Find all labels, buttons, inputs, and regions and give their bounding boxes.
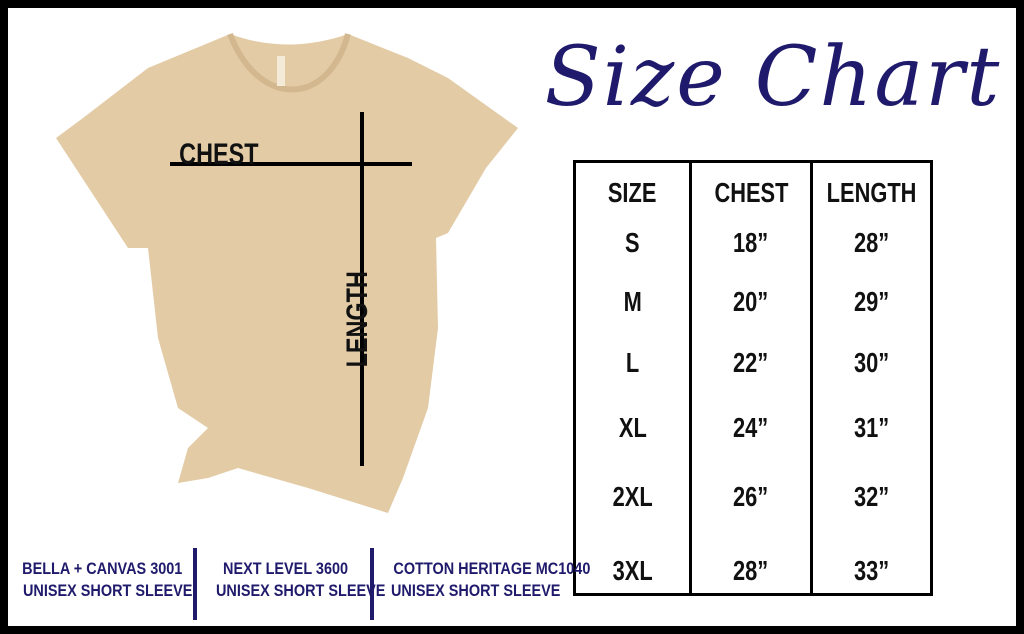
cell-size: S bbox=[576, 227, 689, 259]
brand-line2: UNISEX SHORT SLEEVE bbox=[215, 581, 386, 600]
cell-chest: 28” bbox=[692, 555, 810, 587]
cell-length: 33” bbox=[813, 555, 930, 587]
cell-chest: 24” bbox=[692, 412, 810, 444]
cell-size: 3XL bbox=[576, 555, 689, 587]
size-table: SIZE S M L XL 2XL 3XL CHEST 18” 20” 22” 24” 26” 28” … bbox=[573, 160, 933, 596]
cell-text: 33” bbox=[853, 555, 890, 586]
divider bbox=[370, 548, 374, 620]
length-column: LENGTH 28” 29” 30” 31” 32” 33” bbox=[813, 163, 930, 593]
cell-text: 26” bbox=[733, 481, 769, 512]
size-chart-canvas: CHEST LENGTH Size Chart SIZE S M L XL 2XL 3XL … bbox=[8, 8, 1016, 626]
header-text: LENGTH bbox=[826, 177, 917, 208]
brand-next-level: NEXT LEVEL 3600 UNISEX SHORT SLEEVE bbox=[201, 558, 385, 602]
length-label: LENGTH bbox=[341, 271, 375, 381]
cell-length: 29” bbox=[813, 286, 930, 318]
cell-chest: 20” bbox=[692, 286, 810, 318]
header-length: LENGTH bbox=[813, 177, 930, 209]
cell-text: 28” bbox=[853, 227, 890, 258]
header-text: CHEST bbox=[713, 177, 789, 208]
brand-line1: NEXT LEVEL 3600 bbox=[223, 559, 349, 578]
cell-text: 29” bbox=[853, 286, 890, 317]
chest-column: CHEST 18” 20” 22” 24” 26” 28” bbox=[692, 163, 813, 593]
length-label-text: LENGTH bbox=[341, 271, 374, 368]
header-size: SIZE bbox=[576, 177, 689, 209]
cell-text: 3XL bbox=[612, 555, 653, 586]
cell-length: 32” bbox=[813, 481, 930, 513]
cell-size: 2XL bbox=[576, 481, 689, 513]
chest-label-text: CHEST bbox=[179, 138, 259, 171]
cell-text: 28” bbox=[733, 555, 769, 586]
page-title: Size Chart bbox=[544, 30, 1002, 125]
divider bbox=[193, 548, 197, 620]
cell-text: 31” bbox=[853, 412, 890, 443]
cell-chest: 26” bbox=[692, 481, 810, 513]
header-chest: CHEST bbox=[692, 177, 810, 209]
cell-text: 2XL bbox=[612, 481, 653, 512]
size-column: SIZE S M L XL 2XL 3XL bbox=[576, 163, 692, 593]
cell-text: M bbox=[623, 286, 642, 317]
tshirt-tag bbox=[277, 56, 285, 86]
brand-line2: UNISEX SHORT SLEEVE bbox=[22, 581, 193, 600]
cell-text: S bbox=[625, 227, 640, 258]
cell-chest: 22” bbox=[692, 347, 810, 379]
cell-text: 22” bbox=[733, 347, 769, 378]
cell-text: XL bbox=[618, 412, 647, 443]
brand-bella-canvas: BELLA + CANVAS 3001 UNISEX SHORT SLEEVE bbox=[8, 558, 194, 602]
tshirt-collar bbox=[227, 32, 351, 93]
brand-line1: BELLA + CANVAS 3001 bbox=[22, 559, 183, 578]
brand-cotton-heritage: COTTON HERITAGE MC1040 UNISEX SHORT SLEE… bbox=[376, 558, 590, 602]
cell-text: 24” bbox=[733, 412, 769, 443]
cell-text: 18” bbox=[733, 227, 769, 258]
cell-size: XL bbox=[576, 412, 689, 444]
cell-text: 30” bbox=[853, 347, 890, 378]
brand-line1: COTTON HERITAGE MC1040 bbox=[393, 559, 591, 578]
chest-label: CHEST bbox=[168, 138, 270, 172]
cell-text: 20” bbox=[733, 286, 769, 317]
cell-chest: 18” bbox=[692, 227, 810, 259]
cell-length: 31” bbox=[813, 412, 930, 444]
cell-size: L bbox=[576, 347, 689, 379]
cell-length: 28” bbox=[813, 227, 930, 259]
cell-size: M bbox=[576, 286, 689, 318]
tshirt-illustration bbox=[56, 32, 518, 513]
header-text: SIZE bbox=[608, 177, 657, 208]
cell-text: L bbox=[625, 347, 640, 378]
cell-length: 30” bbox=[813, 347, 930, 379]
tshirt-body bbox=[56, 34, 518, 513]
brand-line2: UNISEX SHORT SLEEVE bbox=[390, 581, 561, 600]
cell-text: 32” bbox=[853, 481, 890, 512]
